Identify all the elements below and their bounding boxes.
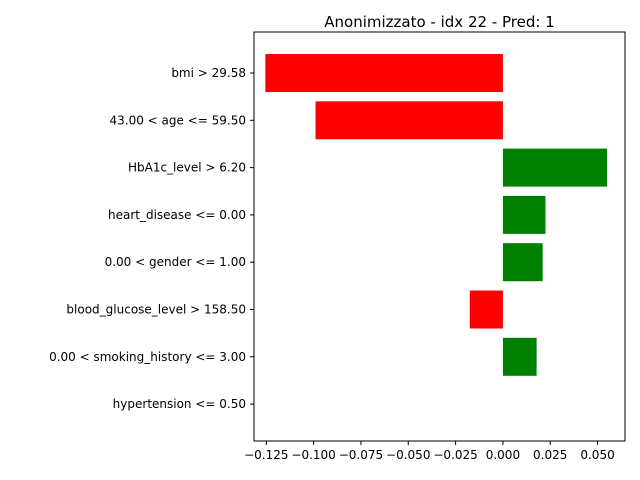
bar-0-00-smoking-history-3-00 <box>502 337 537 376</box>
y-tick-label: bmi > 29.58 <box>171 66 246 80</box>
x-tick-label: −0.100 <box>291 448 335 462</box>
bar-blood-glucose-level-158-50 <box>469 290 503 329</box>
y-tick-label: hypertension <= 0.50 <box>113 397 246 411</box>
x-tick-label: −0.125 <box>244 448 288 462</box>
y-tick-label: 43.00 < age <= 59.50 <box>110 113 246 127</box>
x-axis: −0.125 −0.100 −0.075 −0.050 −0.025 0.000 0.025… <box>244 441 615 462</box>
y-tick-label: 0.00 < gender <= 1.00 <box>105 255 246 269</box>
x-tick-label: −0.075 <box>339 448 383 462</box>
x-tick-label: 0.025 <box>533 448 567 462</box>
x-tick-label: 0.050 <box>580 448 614 462</box>
bar-hba1c-level-6-20 <box>502 148 608 187</box>
y-tick-label: heart_disease <= 0.00 <box>108 208 246 222</box>
y-tick-label: blood_glucose_level > 158.50 <box>66 303 246 317</box>
chart-title: Anonimizzato - idx 22 - Pred: 1 <box>324 13 554 31</box>
y-tick-label: 0.00 < smoking_history <= 3.00 <box>49 350 246 364</box>
x-tick-label: −0.025 <box>433 448 477 462</box>
bars <box>265 54 608 376</box>
x-tick-label: 0.000 <box>486 448 520 462</box>
bar-0-00-gender-1-00 <box>502 243 543 282</box>
y-tick-labels: bmi > 29.58 43.00 < age <= 59.50 HbA1c_lev… <box>49 66 254 411</box>
bar-bmi-29-58 <box>265 54 503 92</box>
axes-frame <box>253 31 626 442</box>
bar-43-00-age-59-50 <box>315 101 503 140</box>
y-tick-label: HbA1c_level > 6.20 <box>128 161 246 175</box>
bar-heart-disease-0-00 <box>502 195 546 234</box>
x-tick-label: −0.050 <box>386 448 430 462</box>
